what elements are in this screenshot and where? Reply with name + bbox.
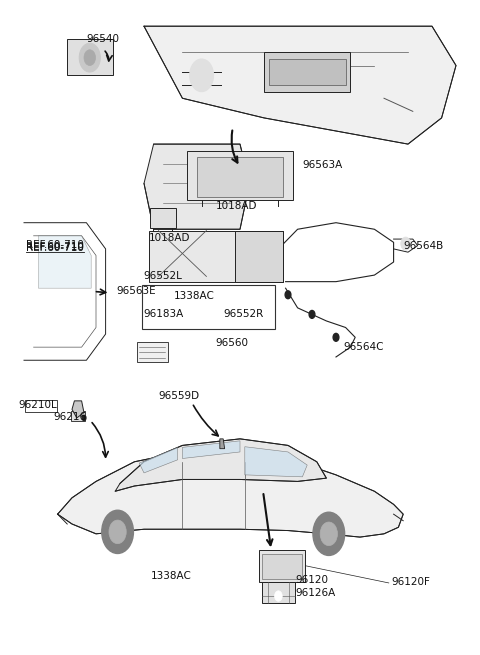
Polygon shape [144, 26, 456, 144]
Text: 96564B: 96564B [403, 240, 444, 251]
Bar [150, 208, 176, 228]
Text: 96563A: 96563A [302, 160, 343, 170]
Circle shape [79, 43, 100, 72]
Bar [262, 554, 302, 579]
Circle shape [190, 59, 214, 92]
Text: 96126A: 96126A [295, 588, 336, 598]
Text: 96120F: 96120F [392, 576, 431, 587]
Circle shape [84, 50, 96, 66]
Polygon shape [115, 439, 326, 491]
Text: REF.60-710: REF.60-710 [26, 242, 84, 252]
Circle shape [285, 291, 291, 299]
Polygon shape [182, 441, 240, 458]
Circle shape [401, 237, 410, 250]
Circle shape [333, 333, 339, 341]
Text: 96216: 96216 [54, 412, 87, 422]
Text: 1018AD: 1018AD [149, 233, 190, 244]
Text: 96183A: 96183A [143, 309, 183, 320]
Text: 1338AC: 1338AC [174, 291, 215, 301]
Polygon shape [245, 447, 307, 477]
Text: 96560: 96560 [215, 337, 248, 348]
Bar [187, 151, 293, 200]
Bar [264, 52, 350, 92]
Bar [142, 285, 275, 329]
Bar [67, 39, 113, 75]
Text: 96564C: 96564C [343, 342, 384, 352]
Polygon shape [144, 144, 250, 229]
Polygon shape [38, 236, 91, 288]
Circle shape [320, 522, 337, 546]
Text: 96120: 96120 [295, 574, 328, 585]
Circle shape [309, 310, 315, 318]
Circle shape [82, 415, 86, 421]
Text: 96552L: 96552L [143, 271, 182, 282]
Polygon shape [139, 447, 178, 473]
Text: 1338AC: 1338AC [151, 571, 192, 582]
Bar [269, 59, 346, 85]
Bar [262, 582, 295, 603]
Text: 96210L: 96210L [18, 400, 57, 410]
Polygon shape [58, 452, 403, 537]
Text: 1018AD: 1018AD [216, 200, 257, 211]
Bar [149, 231, 283, 282]
Bar [71, 411, 85, 421]
Bar [25, 400, 57, 412]
Polygon shape [220, 439, 225, 449]
Bar [235, 231, 283, 282]
Circle shape [275, 591, 282, 601]
Polygon shape [72, 401, 84, 418]
Text: 96559D: 96559D [158, 390, 200, 401]
Bar [259, 550, 305, 582]
Text: 96540: 96540 [87, 34, 120, 45]
Circle shape [109, 520, 126, 544]
Bar [137, 342, 168, 362]
Circle shape [155, 567, 162, 576]
Circle shape [102, 510, 133, 553]
Circle shape [313, 512, 345, 555]
Text: REF.60-710: REF.60-710 [26, 240, 84, 250]
Bar [197, 157, 283, 196]
Text: REF.60-710: REF.60-710 [26, 242, 84, 253]
Text: 96552R: 96552R [223, 309, 264, 320]
Text: 96563E: 96563E [116, 286, 156, 296]
